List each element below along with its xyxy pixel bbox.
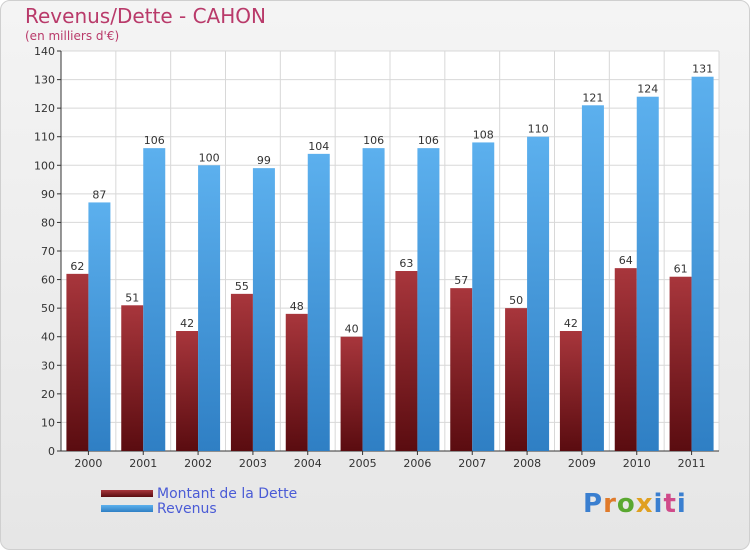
bar-revenus <box>691 76 714 451</box>
bar-layer <box>66 76 714 452</box>
data-label-revenus: 121 <box>582 91 603 104</box>
data-label-dette: 51 <box>125 291 139 304</box>
chart-subtitle: (en milliers d'€) <box>25 29 120 43</box>
bar-revenus <box>198 165 221 452</box>
x-tick-label: 2010 <box>623 457 651 470</box>
bar-dette <box>614 268 637 451</box>
logo-letter: i <box>653 489 664 519</box>
bar-dette <box>285 313 308 451</box>
x-tick-label: 2006 <box>403 457 431 470</box>
logo-letter: i <box>676 489 687 519</box>
data-label-revenus: 106 <box>144 134 165 147</box>
x-tick-label: 2004 <box>294 457 322 470</box>
data-label-revenus: 100 <box>199 151 220 164</box>
data-label-revenus: 106 <box>363 134 384 147</box>
y-tick-label: 40 <box>41 331 55 344</box>
y-tick-label: 0 <box>48 445 55 458</box>
data-label-dette: 63 <box>399 257 413 270</box>
x-tick-label: 2009 <box>568 457 596 470</box>
data-label-dette: 42 <box>180 317 194 330</box>
x-tick-label: 2005 <box>349 457 377 470</box>
bar-dette <box>230 293 253 451</box>
y-tick-label: 120 <box>34 102 55 115</box>
label-layer: 62 87 51 106 42 100 55 99 48 104 40 106 63 106 57 108 50… <box>70 63 713 336</box>
data-label-dette: 48 <box>290 300 304 313</box>
legend-swatch-revenus <box>101 505 153 512</box>
bar-dette <box>340 336 363 451</box>
data-label-dette: 62 <box>70 260 84 273</box>
bar-revenus <box>252 168 275 451</box>
x-tick-label: 2011 <box>678 457 706 470</box>
data-label-revenus: 110 <box>528 123 549 136</box>
bar-revenus <box>362 148 385 451</box>
data-label-dette: 61 <box>674 263 688 276</box>
legend-label-dette: Montant de la Dette <box>157 486 298 502</box>
x-tick-label: 2001 <box>129 457 157 470</box>
y-tick-label: 30 <box>41 359 55 372</box>
y-tick-label: 70 <box>41 245 55 258</box>
bar-revenus <box>88 202 111 451</box>
data-label-dette: 64 <box>619 254 633 267</box>
data-label-revenus: 87 <box>92 188 106 201</box>
bar-dette <box>505 308 528 451</box>
bar-dette <box>559 331 582 451</box>
y-tick-label: 60 <box>41 274 55 287</box>
bar-dette <box>176 331 199 451</box>
y-tick-label: 110 <box>34 131 55 144</box>
x-tick-label: 2003 <box>239 457 267 470</box>
proxiti-logo: Proxiti <box>583 489 687 519</box>
data-label-dette: 40 <box>345 323 359 336</box>
y-tick-label: 90 <box>41 188 55 201</box>
logo-letter: t <box>663 489 677 519</box>
data-label-revenus: 108 <box>473 128 494 141</box>
bar-revenus <box>581 105 604 452</box>
x-tick-label: 2007 <box>458 457 486 470</box>
bar-revenus <box>472 142 495 451</box>
bar-revenus <box>636 96 659 451</box>
data-label-revenus: 99 <box>257 154 271 167</box>
bar-dette <box>121 305 144 451</box>
x-tick-label: 2002 <box>184 457 212 470</box>
y-tick-label: 10 <box>41 416 55 429</box>
logo-letter: x <box>635 489 654 519</box>
y-tick-label: 140 <box>34 45 55 58</box>
y-tick-label: 80 <box>41 216 55 229</box>
bar-dette <box>66 273 89 451</box>
logo-letter: o <box>616 489 636 519</box>
legend-swatch-dette <box>101 490 153 497</box>
data-label-dette: 57 <box>454 274 468 287</box>
data-label-revenus: 106 <box>418 134 439 147</box>
y-tick-label: 100 <box>34 159 55 172</box>
x-tick-label: 2008 <box>513 457 541 470</box>
y-tick-label: 50 <box>41 302 55 315</box>
data-label-revenus: 131 <box>692 63 713 76</box>
logo-letter: P <box>583 489 604 519</box>
bar-dette <box>395 271 418 451</box>
legend-label-revenus: Revenus <box>157 501 217 517</box>
x-tick-label: 2000 <box>74 457 102 470</box>
bar-revenus <box>307 153 330 451</box>
data-label-dette: 50 <box>509 294 523 307</box>
bar-revenus <box>417 148 440 451</box>
y-tick-label: 130 <box>34 74 55 87</box>
bar-dette <box>450 288 473 451</box>
axis-layer: 0 10 20 30 40 50 60 70 80 90 100 110 120 130 140 2000 20… <box>34 45 719 470</box>
logo-letter: r <box>603 489 617 519</box>
bar-dette <box>669 276 692 451</box>
bar-revenus <box>143 148 166 451</box>
y-tick-label: 20 <box>41 388 55 401</box>
data-label-dette: 42 <box>564 317 578 330</box>
bar-revenus <box>527 136 550 451</box>
data-label-dette: 55 <box>235 280 249 293</box>
data-label-revenus: 124 <box>637 83 658 96</box>
data-label-revenus: 104 <box>308 140 329 153</box>
chart-title: Revenus/Dette - CAHON <box>25 4 266 28</box>
